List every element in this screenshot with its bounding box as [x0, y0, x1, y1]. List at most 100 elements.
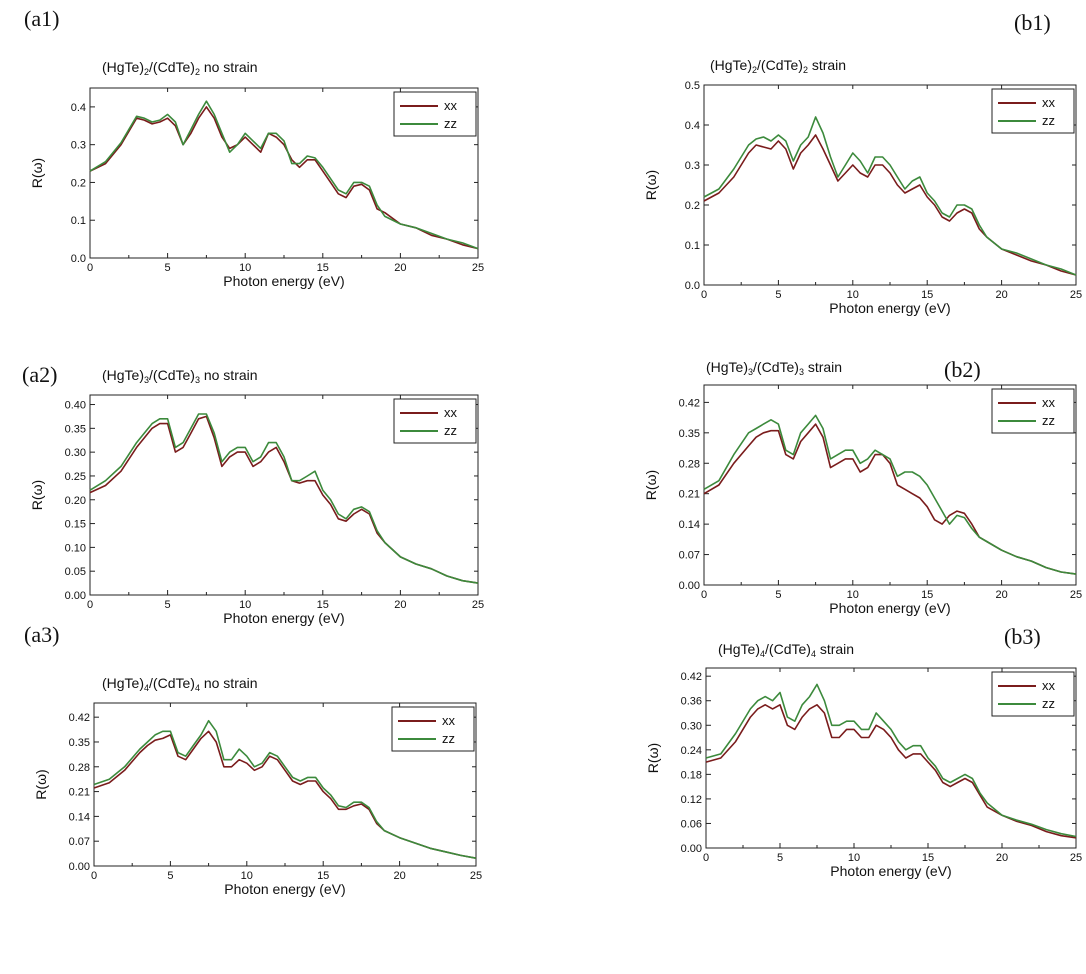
series-zz-line: [89, 413, 479, 584]
x-tick-label: 5: [775, 589, 781, 601]
y-axis-label: R(ω): [29, 158, 45, 188]
panel-label: (b3): [1004, 624, 1041, 649]
x-tick-label: 20: [394, 599, 406, 611]
y-tick-label: 0.21: [69, 787, 90, 799]
y-tick-label: 0.00: [681, 843, 702, 855]
series-zz-line: [703, 414, 1077, 575]
x-tick-label: 10: [847, 289, 859, 301]
panel-label: (b2): [944, 357, 981, 382]
y-tick-label: 0.28: [679, 458, 700, 470]
x-tick-label: 15: [921, 589, 933, 601]
chart-title: (HgTe)4/(CdTe)4 no strain: [102, 675, 258, 693]
y-tick-label: 0.1: [71, 215, 86, 227]
legend-label-zz: zz: [444, 116, 457, 131]
x-tick-label: 15: [317, 262, 329, 274]
legend: xx zz: [393, 398, 477, 444]
legend-label-zz: zz: [1042, 696, 1055, 711]
series-xx-line: [89, 415, 479, 584]
x-tick-label: 0: [91, 870, 97, 882]
y-tick-label: 0.35: [679, 428, 700, 440]
x-tick-label: 5: [167, 870, 173, 882]
y-tick-label: 0.24: [681, 745, 702, 757]
y-tick-label: 0.36: [681, 696, 702, 708]
legend-label-zz: zz: [442, 731, 455, 746]
x-tick-label: 20: [996, 852, 1008, 864]
y-tick-label: 0.12: [681, 794, 702, 806]
y-tick-label: 0.4: [685, 120, 700, 132]
x-axis-label: Photon energy (eV): [830, 863, 951, 879]
x-tick-label: 10: [848, 852, 860, 864]
x-tick-label: 25: [1070, 289, 1082, 301]
legend-box: [393, 91, 477, 137]
y-tick-label: 0.00: [65, 590, 86, 602]
legend: xx zz: [991, 388, 1075, 434]
series-xx-line: [703, 423, 1077, 575]
x-tick-label: 25: [472, 599, 484, 611]
y-tick-label: 0.28: [69, 762, 90, 774]
x-tick-label: 25: [470, 870, 482, 882]
panel-a3: (a3) (HgTe)4/(CdTe)4 no strain 0 5 10 15 20 25 0…: [24, 622, 482, 897]
chart-title: (HgTe)2/(CdTe)2 no strain: [102, 59, 258, 77]
series-zz-line: [705, 683, 1077, 838]
y-tick-label: 0.05: [65, 566, 86, 578]
y-tick-label: 0.30: [65, 447, 86, 459]
legend-box: [391, 706, 475, 752]
x-tick-label: 15: [317, 599, 329, 611]
legend-box: [991, 671, 1075, 717]
y-tick-label: 0.3: [685, 160, 700, 172]
y-tick-label: 0.5: [685, 80, 700, 92]
y-tick-label: 0.14: [69, 811, 90, 823]
y-tick-label: 0.40: [65, 400, 86, 412]
y-tick-label: 0.15: [65, 519, 86, 531]
legend-label-zz: zz: [444, 423, 457, 438]
series-xx-line: [89, 106, 479, 250]
series-xx-line: [93, 730, 477, 859]
y-tick-label: 0.0: [71, 253, 86, 265]
y-tick-label: 0.2: [71, 177, 86, 189]
y-tick-label: 0.20: [65, 495, 86, 507]
x-tick-label: 20: [995, 289, 1007, 301]
y-axis-label: R(ω): [29, 480, 45, 510]
y-tick-label: 0.07: [679, 550, 700, 562]
legend: xx zz: [393, 91, 477, 137]
x-tick-label: 15: [317, 870, 329, 882]
x-tick-label: 25: [1070, 852, 1082, 864]
x-tick-label: 20: [393, 870, 405, 882]
legend-label-zz: zz: [1042, 113, 1055, 128]
y-tick-label: 0.30: [681, 720, 702, 732]
legend-label-xx: xx: [1042, 678, 1056, 693]
x-tick-label: 25: [1070, 589, 1082, 601]
y-axis-label: R(ω): [643, 170, 659, 200]
x-axis-label: Photon energy (eV): [829, 300, 950, 316]
legend-label-zz: zz: [1042, 413, 1055, 428]
y-axis-label: R(ω): [643, 470, 659, 500]
x-axis-label: Photon energy (eV): [224, 881, 345, 897]
y-tick-label: 0.10: [65, 542, 86, 554]
x-tick-label: 20: [995, 589, 1007, 601]
x-tick-label: 0: [87, 262, 93, 274]
x-tick-label: 5: [165, 262, 171, 274]
y-tick-label: 0.00: [679, 580, 700, 592]
series-xx-line: [705, 703, 1077, 839]
x-tick-label: 5: [777, 852, 783, 864]
x-tick-label: 10: [239, 262, 251, 274]
x-tick-label: 20: [394, 262, 406, 274]
legend: xx zz: [991, 88, 1075, 134]
series-xx-line: [703, 134, 1077, 276]
panel-b1: (b1) (HgTe)2/(CdTe)2 strain 0 5 10 15 20 25 0.0 0…: [643, 10, 1082, 316]
x-tick-label: 0: [87, 599, 93, 611]
x-tick-label: 15: [921, 289, 933, 301]
x-tick-label: 25: [472, 262, 484, 274]
legend-label-xx: xx: [1042, 395, 1056, 410]
y-tick-label: 0.25: [65, 471, 86, 483]
legend-label-xx: xx: [442, 713, 456, 728]
x-axis-label: Photon energy (eV): [223, 273, 344, 289]
chart-title: (HgTe)4/(CdTe)4 strain: [718, 641, 854, 659]
legend-box: [991, 88, 1075, 134]
panel-label: (a3): [24, 622, 59, 647]
chart-title: (HgTe)3/(CdTe)3 no strain: [102, 367, 258, 385]
y-tick-label: 0.18: [681, 769, 702, 781]
legend-box: [991, 388, 1075, 434]
legend: xx zz: [991, 671, 1075, 717]
